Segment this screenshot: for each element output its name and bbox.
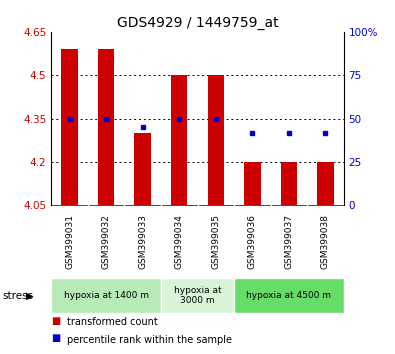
Text: GSM399035: GSM399035 [211, 214, 220, 269]
Bar [61, 49, 78, 205]
Text: ■: ■ [51, 333, 60, 343]
Text: GSM399037: GSM399037 [284, 214, 293, 269]
Bar [317, 162, 334, 205]
Text: hypoxia at
3000 m: hypoxia at 3000 m [174, 286, 221, 305]
Text: GSM399031: GSM399031 [65, 214, 74, 269]
Bar [280, 162, 297, 205]
Text: hypoxia at 1400 m: hypoxia at 1400 m [64, 291, 149, 300]
Bar [171, 75, 188, 205]
Text: percentile rank within the sample: percentile rank within the sample [67, 335, 232, 345]
Text: ■: ■ [51, 316, 60, 326]
Bar [244, 162, 261, 205]
Text: GDS4929 / 1449759_at: GDS4929 / 1449759_at [117, 16, 278, 30]
Text: hypoxia at 4500 m: hypoxia at 4500 m [246, 291, 331, 300]
Text: transformed count: transformed count [67, 318, 158, 327]
Bar [207, 75, 224, 205]
Text: GSM399033: GSM399033 [138, 214, 147, 269]
Bar [98, 49, 115, 205]
Text: GSM399032: GSM399032 [102, 214, 111, 269]
Text: ▶: ▶ [26, 291, 33, 301]
Text: GSM399034: GSM399034 [175, 214, 184, 269]
Bar [234, 278, 344, 313]
Text: GSM399038: GSM399038 [321, 214, 330, 269]
Bar [161, 278, 234, 313]
Bar [134, 133, 151, 205]
Text: stress: stress [2, 291, 33, 301]
Text: GSM399036: GSM399036 [248, 214, 257, 269]
Bar [51, 278, 161, 313]
